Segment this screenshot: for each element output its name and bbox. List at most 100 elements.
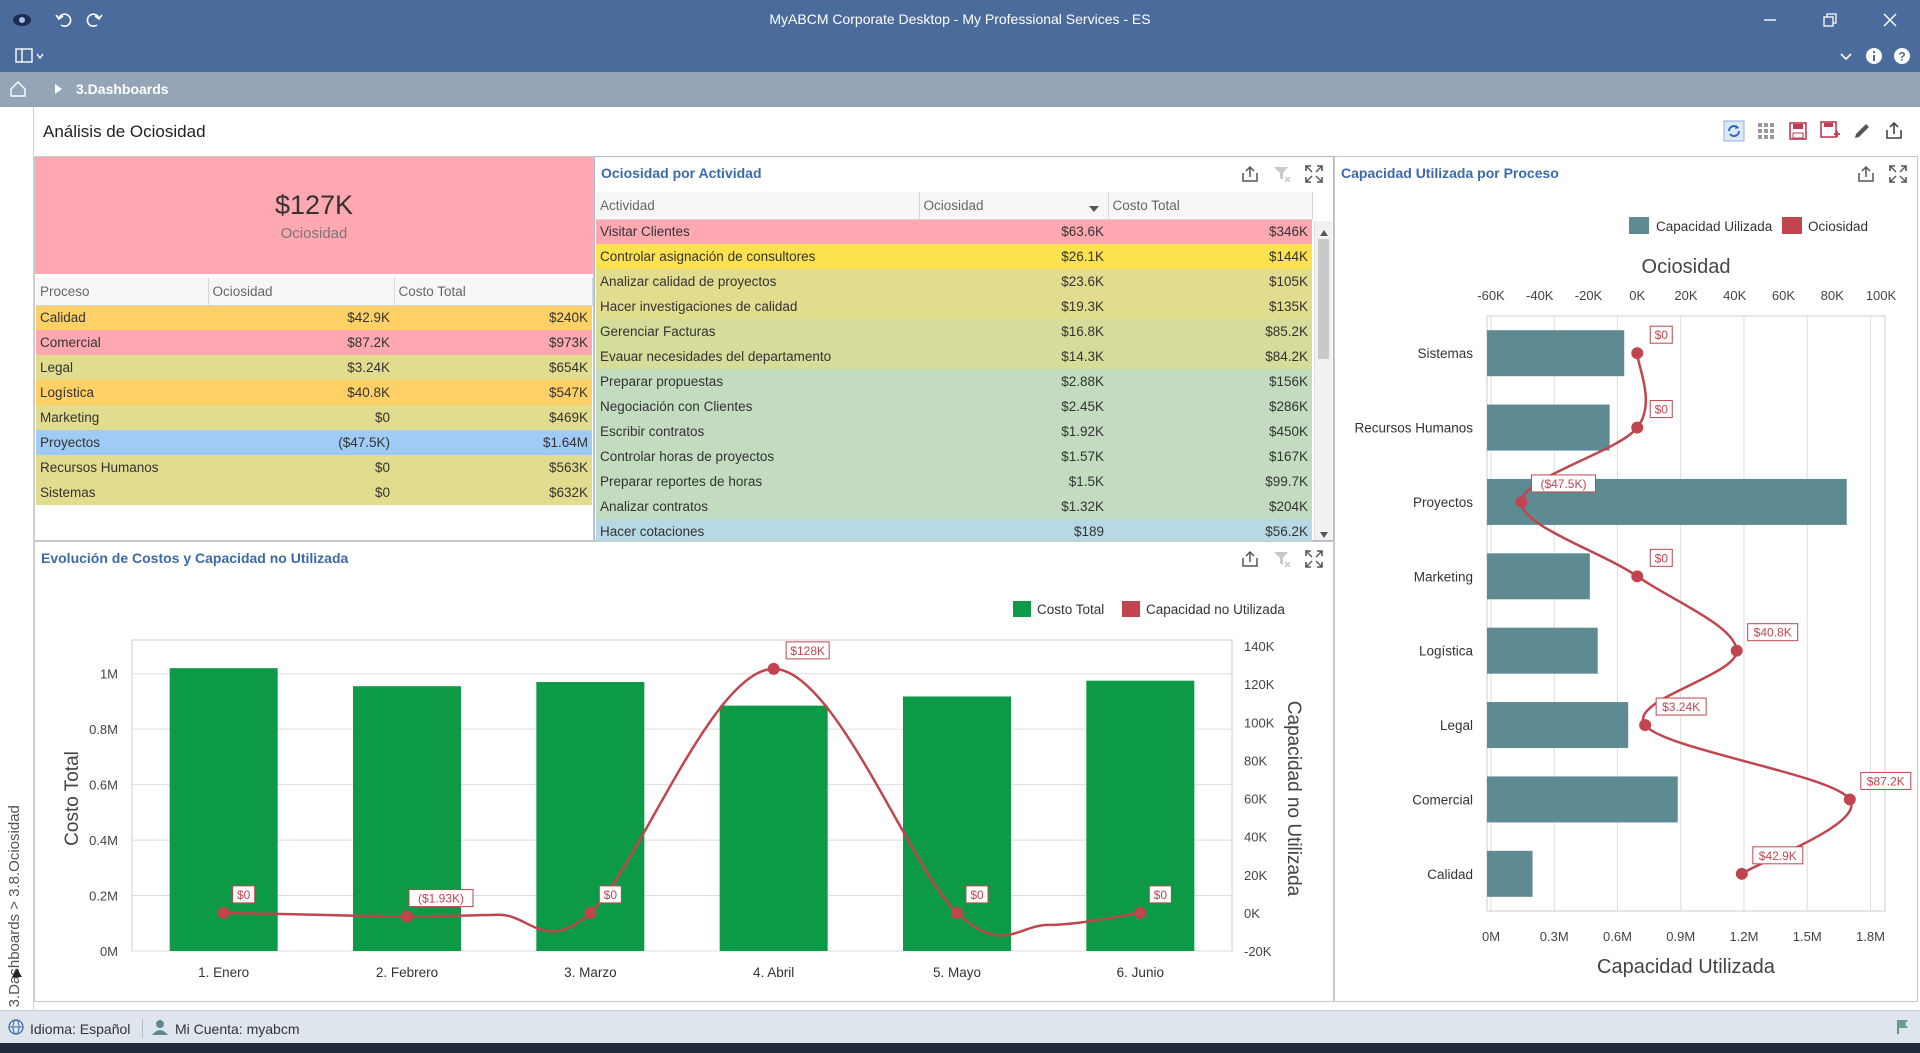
point-ociosidad (1639, 719, 1652, 732)
table-cell-ociosidad: $1.32K (1061, 499, 1104, 514)
legend-label-capacidad-no-utilizada: Capacidad no Utilizada (1146, 602, 1285, 617)
minimize-icon[interactable] (1758, 8, 1782, 32)
account-status[interactable]: Mi Cuenta: myabcm (142, 1019, 299, 1038)
app-toolbar: ? (0, 40, 1920, 72)
home-icon[interactable] (6, 77, 30, 101)
table-row[interactable]: Preparar reportes de horas $1.5K $99.7K (596, 469, 1312, 494)
table-row[interactable]: Comercial $87.2K $973K (36, 330, 592, 355)
point-ociosidad (1515, 495, 1528, 508)
export-icon[interactable] (1239, 548, 1261, 570)
data-label-box (785, 641, 830, 660)
data-label: $0 (237, 888, 251, 902)
clear-filter-icon[interactable] (1271, 548, 1293, 570)
line-ociosidad (1520, 353, 1853, 875)
table-cell-proceso: Comercial (40, 335, 101, 350)
table-row[interactable]: Controlar asignación de consultores $26.1… (596, 244, 1312, 269)
scroll-thumb[interactable] (1318, 239, 1329, 359)
table-cell-ociosidad: $19.3K (1061, 299, 1104, 314)
redo-icon[interactable] (82, 8, 106, 32)
table-cell-costo: $85.2K (1265, 324, 1308, 339)
table-cell-actividad: Hacer investigaciones de calidad (600, 299, 798, 314)
x2-tick-label: 40K (1723, 288, 1746, 303)
table-cell-ociosidad: $0 (374, 485, 390, 500)
table-row[interactable]: Evauar necesidades del departamento $14.3… (596, 344, 1312, 369)
user-icon (151, 1019, 169, 1038)
x2-tick-label: 60K (1772, 288, 1795, 303)
save-as-icon[interactable] (1818, 119, 1842, 143)
table-cell-costo: $346K (1268, 224, 1308, 240)
export-icon[interactable] (1855, 163, 1877, 185)
table-row[interactable]: Logística $40.8K $547K (36, 380, 592, 405)
column-header-ociosidad[interactable]: Ociosidad (208, 278, 395, 306)
column-header-proceso[interactable]: Proceso (36, 278, 209, 306)
views-side-panel[interactable]: Vistas > 3.Dashboards > 3.8.Ociosidad (0, 107, 34, 1053)
capacity-panel-tools (1855, 163, 1909, 185)
y-tick-label: 0M (100, 944, 118, 959)
layout-menu-icon[interactable] (14, 44, 48, 68)
help-icon[interactable]: ? (1890, 44, 1914, 68)
column-header-costo-total[interactable]: Costo Total (1108, 192, 1313, 220)
chevron-down-icon[interactable] (1834, 44, 1858, 68)
table-row[interactable]: Controlar horas de proyectos $1.57K $167K (596, 444, 1312, 469)
table-row[interactable]: Recursos Humanos $0 $563K (36, 455, 592, 480)
column-header-costo-total[interactable]: Costo Total (394, 278, 593, 306)
table-row[interactable]: Analizar contratos $1.32K $204K (596, 494, 1312, 519)
kpi-card[interactable]: $127K Ociosidad (35, 157, 593, 274)
clear-filter-icon[interactable] (1271, 163, 1293, 185)
edit-icon[interactable] (1850, 119, 1874, 143)
info-icon[interactable] (1862, 44, 1886, 68)
activity-table: Actividad Ociosidad Costo Total Visitar … (596, 192, 1313, 544)
grid-icon[interactable] (1754, 119, 1778, 143)
language-status[interactable]: Idioma: Español (8, 1019, 130, 1038)
table-cell-costo: $654K (548, 360, 588, 375)
bar-costo-total (1086, 680, 1195, 951)
table-row[interactable]: Proyectos ($47.5K) $1.64M (36, 430, 592, 455)
flag-icon[interactable] (1896, 1019, 1910, 1038)
scroll-down-icon[interactable] (1319, 527, 1329, 542)
table-cell-ociosidad: $189 (1073, 524, 1104, 539)
table-cell-costo: $144K (1268, 249, 1308, 264)
export-icon[interactable] (1882, 119, 1906, 143)
table-row[interactable]: Escribir contratos $1.92K $450K (596, 419, 1312, 444)
table-row[interactable]: Gerenciar Facturas $16.8K $85.2K (596, 319, 1312, 344)
scroll-up-icon[interactable] (1319, 225, 1329, 240)
y-tick-label: Comercial (1412, 792, 1473, 807)
data-label: $3.24K (1662, 700, 1700, 714)
point-capacidad-no-utilizada (1134, 906, 1147, 919)
maximize-icon[interactable] (1303, 163, 1325, 185)
table-row[interactable]: Calidad $42.9K $240K (36, 305, 592, 330)
table-cell-costo: $99.7K (1265, 474, 1308, 489)
restore-icon[interactable] (1818, 8, 1842, 32)
table-row[interactable]: Hacer investigaciones de calidad $19.3K $1… (596, 294, 1312, 319)
table-row[interactable]: Preparar propuestas $2.88K $156K (596, 369, 1312, 394)
breadcrumb-current[interactable]: 3.Dashboards (76, 81, 169, 97)
table-cell-ociosidad: ($47.5K) (338, 435, 390, 450)
table-row[interactable]: Visitar Clientes $63.6K $346K (596, 219, 1312, 244)
export-icon[interactable] (1239, 163, 1261, 185)
sort-desc-icon[interactable] (1088, 201, 1100, 216)
maximize-icon[interactable] (1887, 163, 1909, 185)
table-row[interactable]: Sistemas $0 $632K (36, 480, 592, 505)
column-header-actividad[interactable]: Actividad (596, 192, 920, 220)
table-row[interactable]: Hacer cotaciones $189 $56.2K (596, 519, 1312, 544)
close-icon[interactable] (1878, 8, 1902, 32)
undo-icon[interactable] (52, 8, 76, 32)
save-icon[interactable] (1786, 119, 1810, 143)
refresh-icon[interactable] (1722, 119, 1746, 143)
table-row[interactable]: Negociación con Clientes $2.45K $286K (596, 394, 1312, 419)
column-header-ociosidad[interactable]: Ociosidad (919, 192, 1109, 220)
table-row[interactable]: Analizar calidad de proyectos $23.6K $105K (596, 269, 1312, 294)
maximize-icon[interactable] (1303, 548, 1325, 570)
data-label: $0 (1154, 888, 1168, 902)
table-row[interactable]: Legal $3.24K $654K (36, 355, 592, 380)
data-label-box (1148, 885, 1172, 904)
activity-scrollbar[interactable] (1314, 221, 1332, 540)
capacity-panel: Capacidad Utilizada por Proceso (1334, 156, 1918, 1002)
y2-tick-label: 140K (1244, 639, 1275, 654)
y2-tick-label: 40K (1244, 830, 1267, 845)
collapse-arrow-icon[interactable] (11, 967, 23, 982)
data-label: $0 (1655, 403, 1669, 417)
table-row[interactable]: Marketing $0 $469K (36, 405, 592, 430)
point-ociosidad (1735, 867, 1748, 880)
table-cell-ociosidad: $14.3K (1061, 349, 1104, 364)
